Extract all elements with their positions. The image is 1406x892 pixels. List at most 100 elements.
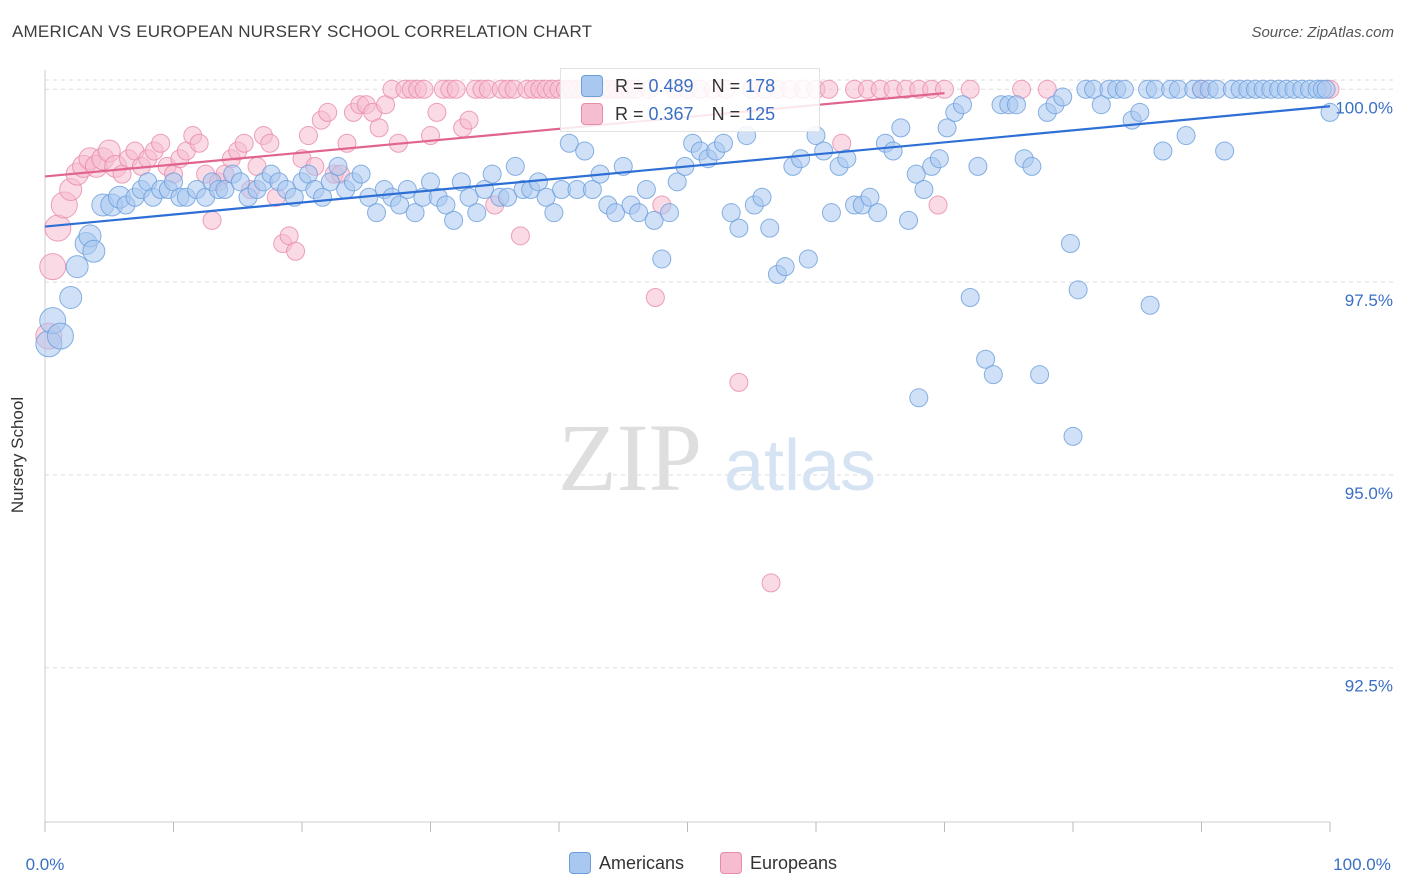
americans-swatch (581, 75, 603, 97)
americans-point (575, 141, 595, 161)
americans-point (1153, 141, 1173, 161)
americans-point (968, 156, 988, 176)
europeans-point (260, 133, 280, 153)
americans-point (320, 172, 340, 192)
americans-point (467, 203, 487, 223)
americans-point (814, 141, 834, 161)
americans-point (667, 172, 687, 192)
americans-point (351, 164, 371, 184)
legend-americans-label: Americans (598, 852, 684, 873)
europeans-point (39, 253, 67, 281)
americans-point (1320, 102, 1340, 122)
legend-europeans-swatch (719, 852, 742, 874)
europeans-point (510, 226, 530, 246)
americans-point (798, 249, 818, 269)
americans-point (1316, 79, 1336, 99)
watermark-atlas: atlas (724, 426, 876, 506)
x-tick-label-max: 100.0% (1333, 855, 1391, 874)
americans-point (444, 210, 464, 230)
americans-point (752, 187, 772, 207)
americans-point (713, 133, 733, 153)
europeans-point (202, 210, 222, 230)
americans-point (644, 210, 664, 230)
zipatlas-watermark: ZIP atlas (558, 404, 876, 511)
europeans-point (935, 79, 954, 99)
europeans-r-label: R = (615, 103, 649, 124)
legend-americans-swatch (568, 852, 591, 874)
americans-point (868, 203, 888, 223)
americans-point (775, 257, 795, 277)
legend-item-americans[interactable]: Americans (568, 852, 684, 874)
y-tick-label: 97.5% (1345, 291, 1393, 310)
americans-point (367, 203, 387, 223)
americans-point (328, 156, 348, 176)
europeans-points (35, 79, 1340, 593)
europeans-point (427, 102, 447, 122)
americans-point (582, 180, 602, 200)
americans-point (505, 156, 525, 176)
americans-point (660, 203, 680, 223)
americans-point (729, 218, 749, 238)
americans-point (1130, 102, 1150, 122)
europeans-point (645, 288, 665, 308)
americans-point (1053, 87, 1073, 107)
americans-points (35, 79, 1340, 446)
americans-trend-line (44, 105, 1331, 228)
y-tick-label: 92.5% (1345, 677, 1393, 696)
europeans-point (960, 79, 980, 99)
series-legend: Americans Europeans (0, 852, 1406, 874)
europeans-point (819, 79, 839, 99)
x-tick-label-min: 0.0% (26, 855, 65, 874)
americans-point (1030, 365, 1050, 385)
europeans-point (928, 195, 948, 215)
chart-title: AMERICAN VS EUROPEAN NURSERY SCHOOL CORR… (12, 22, 593, 41)
americans-point (906, 164, 926, 184)
americans-point (46, 322, 74, 350)
americans-point (559, 133, 579, 153)
americans-point (1114, 79, 1134, 99)
americans-point (976, 349, 996, 369)
stats-row-europeans: R = 0.367 N = 125 (581, 103, 775, 125)
axes (44, 70, 1331, 832)
europeans-point (286, 241, 306, 261)
americans-point (82, 239, 106, 263)
americans-point (1068, 280, 1088, 300)
americans-point (498, 187, 518, 207)
americans-r-value: 0.489 (648, 75, 694, 96)
y-tick-label: 95.0% (1345, 484, 1393, 503)
americans-point (629, 203, 649, 223)
europeans-point (318, 102, 338, 122)
americans-point (405, 203, 425, 223)
americans-point (1060, 234, 1080, 254)
americans-r-label: R = (615, 75, 649, 96)
americans-point (1006, 95, 1026, 115)
americans-point (983, 365, 1003, 385)
europeans-n-value: 125 (745, 103, 776, 124)
americans-point (960, 288, 980, 308)
americans-point (544, 203, 564, 223)
americans-point (436, 195, 456, 215)
legend-item-europeans[interactable]: Europeans (719, 852, 837, 874)
source-credit: Source: ZipAtlas.com (1251, 24, 1394, 41)
americans-point (215, 180, 235, 200)
americans-point (952, 95, 972, 115)
americans-point (929, 149, 949, 169)
americans-point (891, 118, 911, 138)
europeans-point (729, 372, 749, 392)
europeans-point (1037, 79, 1057, 99)
tick-labels: 92.5% 95.0% 97.5% 100.0% 0.0% 100.0% (26, 98, 1393, 874)
americans-point (606, 203, 626, 223)
americans-point (59, 286, 83, 310)
americans-point (230, 172, 250, 192)
grid-lines (45, 79, 1394, 669)
europeans-point (414, 79, 434, 99)
americans-point (791, 149, 811, 169)
americans-point (652, 249, 672, 269)
americans-point (837, 149, 857, 169)
europeans-point (44, 214, 72, 242)
americans-point (1176, 126, 1196, 146)
europeans-point (298, 126, 318, 146)
americans-point (390, 195, 410, 215)
europeans-point (369, 118, 389, 138)
